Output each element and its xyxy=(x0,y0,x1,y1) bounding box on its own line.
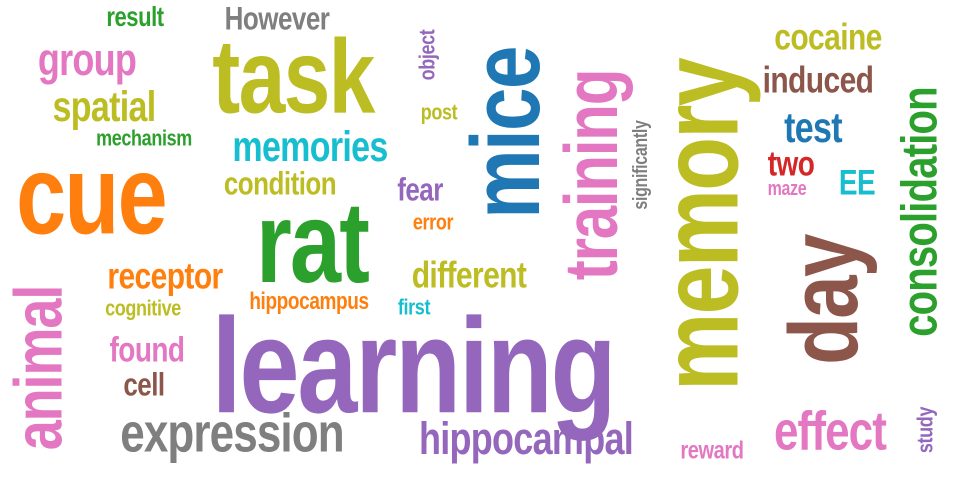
word-hippocampus: hippocampus xyxy=(249,288,369,316)
word-memory: memory xyxy=(637,59,762,391)
word-learning: learning xyxy=(211,289,617,441)
word-receptor: receptor xyxy=(107,255,223,297)
word-found: found xyxy=(109,330,186,369)
word-cocaine: cocaine xyxy=(774,16,882,58)
word-cue: cue xyxy=(16,133,167,259)
word-cell: cell xyxy=(123,365,165,403)
word-spatial: spatial xyxy=(52,83,157,131)
word-significantly: significantly xyxy=(630,120,652,210)
word-group: group xyxy=(37,33,137,85)
word-animal: animal xyxy=(1,285,77,451)
word-effect: effect xyxy=(773,400,887,462)
word-post: post xyxy=(420,99,458,125)
word-cognitive: cognitive xyxy=(105,295,181,321)
word-first: first xyxy=(397,294,431,320)
word-result: result xyxy=(106,0,164,32)
word-memories: memories xyxy=(232,123,388,171)
word-hippocampal: hippocampal xyxy=(418,412,634,464)
word-mechanism: mechanism xyxy=(96,125,192,151)
word-test: test xyxy=(784,104,842,152)
word-mice: mice xyxy=(450,47,560,219)
word-induced: induced xyxy=(762,59,874,101)
word-object: object xyxy=(414,29,440,81)
word-consolidation: consolidation xyxy=(892,87,948,337)
word-day: day xyxy=(768,235,878,365)
word-fear: fear xyxy=(397,170,443,208)
word-maze: maze xyxy=(767,178,807,200)
word-training: training xyxy=(549,69,634,281)
word-error: error xyxy=(412,209,454,235)
word-however: However xyxy=(224,0,330,37)
word-expression: expression xyxy=(120,402,344,464)
word-ee: EE xyxy=(838,163,876,202)
word-task: task xyxy=(212,17,375,135)
word-different: different xyxy=(411,254,527,296)
word-two: two xyxy=(767,144,815,183)
word-condition: condition xyxy=(223,164,337,202)
word-reward: reward xyxy=(680,437,744,465)
word-rat: rat xyxy=(255,179,370,307)
word-study: study xyxy=(912,406,938,454)
